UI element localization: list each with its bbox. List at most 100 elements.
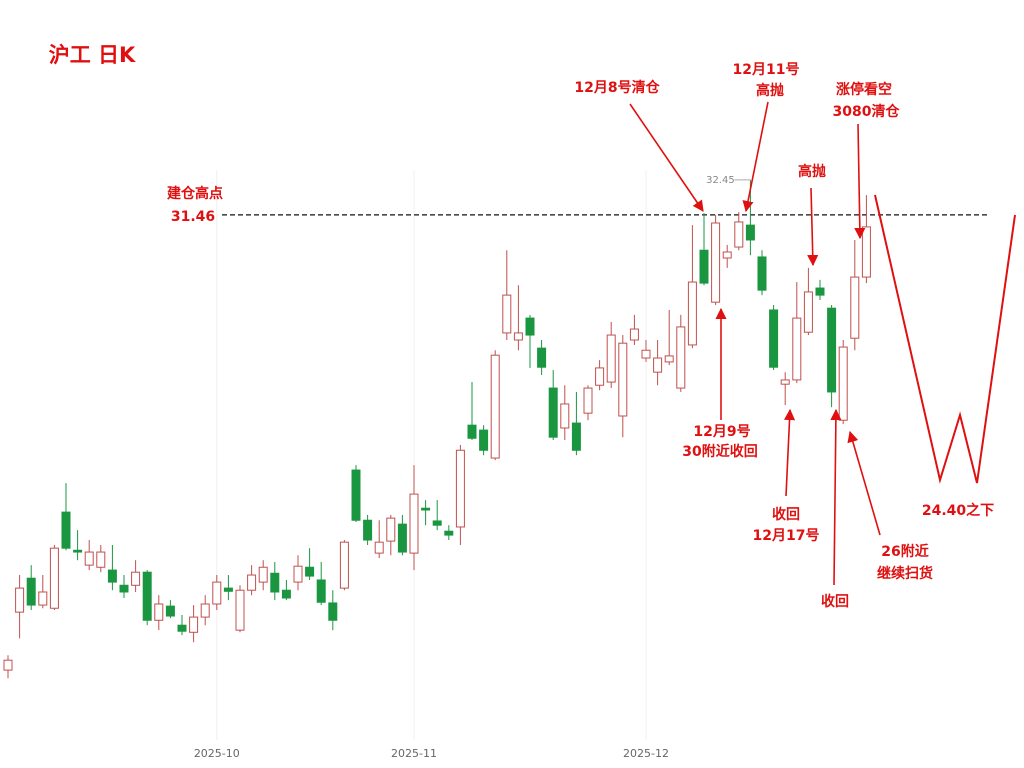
candle-body xyxy=(583,387,593,414)
annotation: 收回 xyxy=(772,506,800,523)
candle-body xyxy=(571,422,581,451)
annotation: 高抛 xyxy=(798,163,826,180)
candle-body xyxy=(467,424,477,439)
annotation: 高抛 xyxy=(756,82,784,99)
candle-body xyxy=(734,221,744,248)
arrow xyxy=(847,430,881,536)
x-tick-label: 2025-11 xyxy=(391,747,437,760)
candle-body xyxy=(479,429,489,451)
max-label: 32.45 xyxy=(706,175,735,186)
candle-body xyxy=(270,572,280,593)
candle-body xyxy=(769,309,779,368)
candle-body xyxy=(328,602,338,621)
candle-body xyxy=(780,379,790,385)
chart-title: 沪工 日K xyxy=(49,43,136,67)
candle-body xyxy=(61,511,71,549)
annotation: 12月8号清仓 xyxy=(574,79,660,96)
candle-body xyxy=(200,603,210,618)
candle-body xyxy=(223,587,233,592)
candle-body xyxy=(3,659,13,671)
candle-body xyxy=(96,551,106,568)
candle-body xyxy=(815,287,825,296)
candle-body xyxy=(131,571,141,586)
candle-body xyxy=(38,591,48,606)
candle-body xyxy=(189,616,199,633)
candle-body xyxy=(165,605,175,617)
x-tick-label: 2025-10 xyxy=(194,747,240,760)
candle-body xyxy=(15,587,25,613)
candle-body xyxy=(293,565,303,583)
candle-body xyxy=(537,347,547,368)
annotation: 24.40之下 xyxy=(922,502,994,519)
candle-body xyxy=(73,549,83,553)
annotation: 3080清仓 xyxy=(833,103,901,120)
candle-body xyxy=(595,367,605,386)
candle-body xyxy=(444,530,454,536)
candle-body xyxy=(177,624,187,632)
reference-value: 31.46 xyxy=(171,209,215,225)
candle-body xyxy=(827,307,837,393)
arrow xyxy=(807,187,819,267)
candle-body xyxy=(711,222,721,303)
candle-body xyxy=(374,541,384,554)
candle-body xyxy=(641,349,651,359)
candle-body xyxy=(861,226,871,278)
candle-body xyxy=(49,547,59,609)
candle-body xyxy=(455,449,465,528)
candle-body xyxy=(502,294,512,334)
candle-body xyxy=(745,224,755,241)
candle-body xyxy=(664,355,674,363)
annotation: 30附近收回 xyxy=(682,443,757,460)
candle-body xyxy=(432,520,442,526)
candle-body xyxy=(757,256,767,291)
arrows xyxy=(629,101,1016,586)
candle-body xyxy=(142,571,152,621)
candle-body xyxy=(513,332,523,341)
annotation: 继续扫货 xyxy=(877,565,933,582)
candle-body xyxy=(363,519,373,541)
projection-path xyxy=(874,194,1016,484)
arrow xyxy=(629,103,704,212)
candle-body xyxy=(525,317,535,336)
candle-body xyxy=(212,581,222,605)
candle-body xyxy=(119,584,129,593)
candle-body xyxy=(84,551,94,566)
candle-body xyxy=(490,354,500,459)
annotation: 涨停看空 xyxy=(836,81,892,98)
annotation: 26附近 xyxy=(881,543,928,560)
candle-body xyxy=(676,326,686,389)
candle-body xyxy=(305,566,315,577)
candle-body xyxy=(397,523,407,553)
candle-body xyxy=(386,517,396,542)
candle-body xyxy=(653,357,663,373)
candle-body xyxy=(258,566,268,583)
candle-body xyxy=(548,387,558,438)
candle-body xyxy=(409,493,419,554)
candle-body xyxy=(421,507,431,511)
annotation: 12月9号 xyxy=(693,424,750,440)
candle-body xyxy=(629,328,639,341)
arrow xyxy=(854,123,866,240)
candle-body xyxy=(699,249,709,284)
annotation: 收回 xyxy=(821,593,849,610)
annotation: 12月17号 xyxy=(753,528,820,544)
candle-body xyxy=(235,589,245,631)
candle-body xyxy=(803,291,813,333)
candle-body xyxy=(792,317,802,381)
candle-body xyxy=(606,334,616,383)
candle-body xyxy=(560,403,570,429)
annotations: 12月8号清仓 12月11号 高抛 涨停看空 3080清仓 高抛 12月9号 3… xyxy=(574,62,994,610)
candle-body xyxy=(154,603,164,621)
candle-body xyxy=(281,589,291,599)
annotation: 12月11号 xyxy=(733,62,800,78)
x-tick-label: 2025-12 xyxy=(623,747,669,760)
reference-label: 建仓高点 xyxy=(167,185,223,202)
candle-body xyxy=(722,251,732,259)
candle-body xyxy=(107,569,117,583)
candle-body xyxy=(850,276,860,339)
arrow xyxy=(830,408,842,586)
candle-body xyxy=(339,541,349,589)
candle-body xyxy=(351,469,361,521)
